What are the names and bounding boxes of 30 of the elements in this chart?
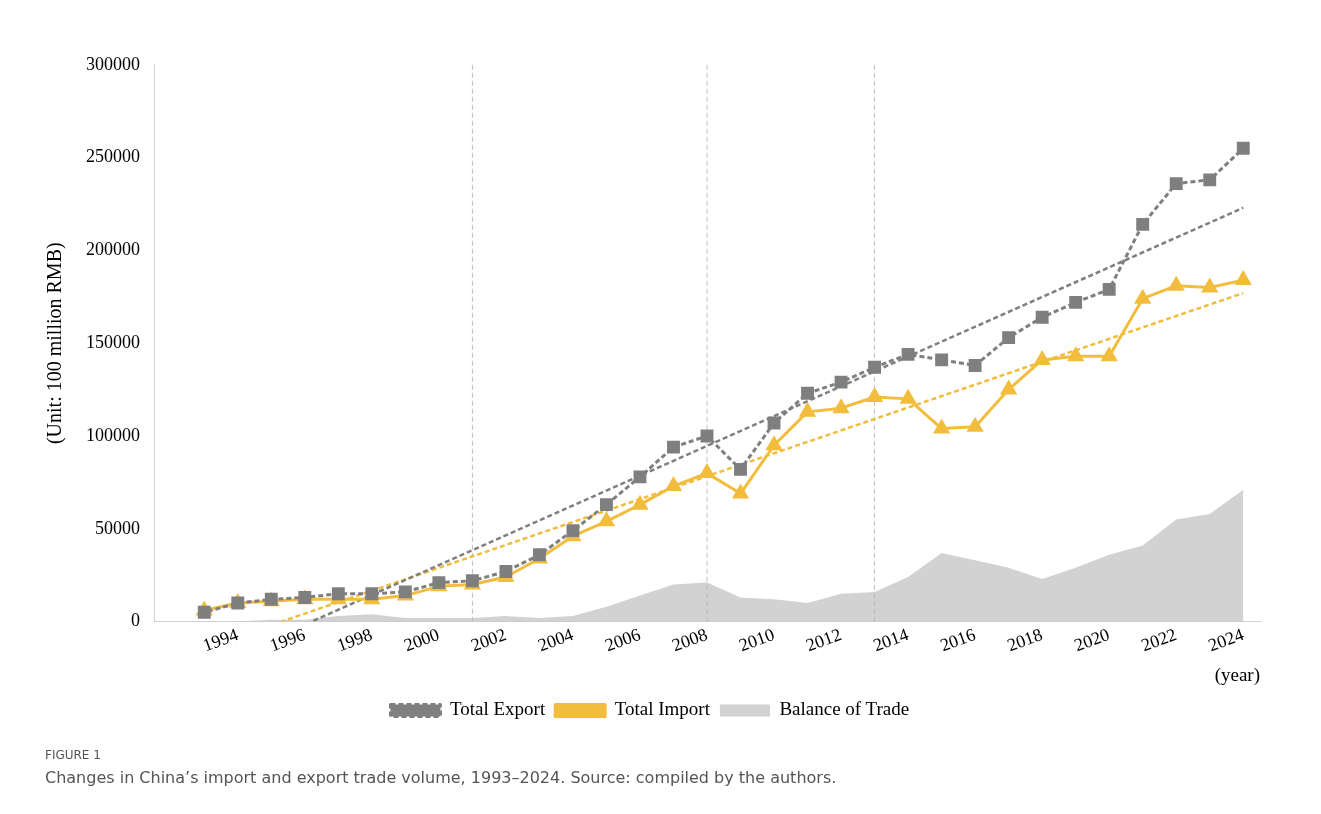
x-tick-label: 2024	[1205, 624, 1247, 656]
legend-label: Balance of Trade	[779, 698, 910, 720]
y-tick-label: 200000	[86, 239, 140, 260]
legend-label: Total Export	[449, 698, 546, 720]
x-tick-label: 2000	[401, 624, 442, 656]
y-axis-title: (Unit: 100 million RMB)	[43, 242, 67, 445]
x-tick-label: 2022	[1138, 624, 1180, 656]
x-tick-label: 2020	[1071, 624, 1113, 656]
x-tick-label: 2016	[937, 624, 979, 656]
y-tick-label: 50000	[95, 517, 140, 538]
y-tick-label: 0	[131, 610, 140, 631]
x-tick-label: 2012	[803, 624, 845, 656]
x-tick-label: 2008	[669, 624, 710, 656]
x-tick-label: 2006	[602, 624, 643, 656]
y-tick-label: 250000	[86, 146, 140, 167]
y-tick-label: 100000	[86, 424, 140, 445]
x-tick-label: 1996	[267, 624, 308, 656]
x-tick-label: 1998	[334, 624, 375, 656]
x-tick-label: 2002	[468, 624, 509, 656]
x-tick-label: 1994	[200, 624, 241, 656]
text: Changes in China’s import and export trade volume, 1993–2024. Source: compiled by the authors.	[45, 768, 837, 787]
x-axis-title: (year)	[1214, 663, 1260, 686]
y-tick-label: 150000	[86, 331, 140, 352]
legend-label: Total Import	[614, 698, 711, 720]
x-tick-label: 2010	[736, 624, 778, 656]
x-tick-label: 2004	[535, 624, 576, 656]
x-tick-label: 2018	[1004, 624, 1046, 656]
caption: FIGURE 1	[45, 748, 102, 762]
x-tick-label: 2014	[870, 624, 912, 656]
y-tick-label: 300000	[86, 53, 140, 74]
